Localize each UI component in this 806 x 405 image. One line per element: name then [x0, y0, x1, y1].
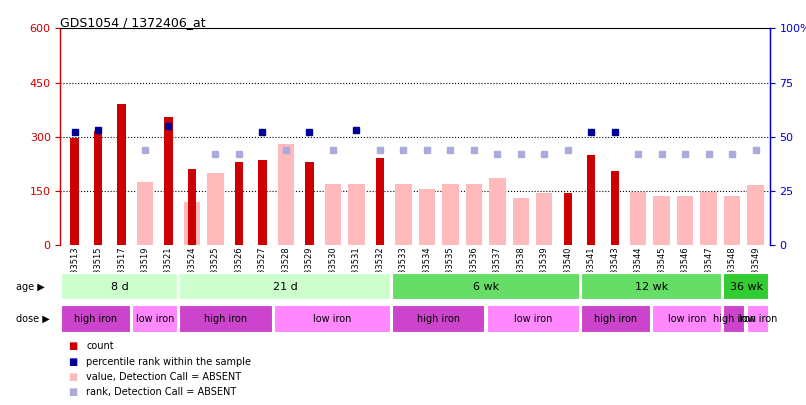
Bar [207, 173, 224, 245]
Bar [466, 183, 482, 245]
Text: rank, Detection Call = ABSENT: rank, Detection Call = ABSENT [86, 388, 236, 397]
Bar [94, 131, 102, 245]
Text: 12 wk: 12 wk [635, 281, 668, 292]
Text: high iron: high iron [713, 314, 756, 324]
Text: 8 d: 8 d [110, 281, 128, 292]
Bar [393, 305, 485, 333]
Bar [418, 189, 435, 245]
Bar [630, 192, 646, 245]
Text: ■: ■ [69, 388, 77, 397]
Bar [393, 273, 580, 300]
Text: high iron: high iron [74, 314, 118, 324]
Bar [700, 192, 717, 245]
Bar [235, 162, 243, 245]
Text: 6 wk: 6 wk [473, 281, 499, 292]
Bar [180, 305, 272, 333]
Bar [376, 158, 384, 245]
Text: low iron: low iron [668, 314, 706, 324]
Text: high iron: high iron [595, 314, 638, 324]
Bar [70, 139, 79, 245]
Bar [723, 273, 769, 300]
Bar [723, 305, 746, 333]
Text: high iron: high iron [418, 314, 460, 324]
Bar [587, 155, 596, 245]
Bar [581, 273, 721, 300]
Bar [325, 183, 341, 245]
Text: ■: ■ [69, 372, 77, 382]
Bar [61, 305, 131, 333]
Bar [536, 193, 552, 245]
Text: GDS1054 / 1372406_at: GDS1054 / 1372406_at [60, 16, 206, 29]
Bar [677, 196, 693, 245]
Bar [348, 183, 364, 245]
Bar [487, 305, 580, 333]
Text: 21 d: 21 d [272, 281, 297, 292]
Bar [513, 198, 529, 245]
Bar [278, 144, 294, 245]
Text: percentile rank within the sample: percentile rank within the sample [86, 357, 251, 367]
Bar [305, 162, 314, 245]
Text: count: count [86, 341, 114, 351]
Bar [652, 305, 721, 333]
Bar [395, 183, 412, 245]
Bar [611, 171, 619, 245]
Bar [258, 160, 267, 245]
Text: low iron: low iron [514, 314, 552, 324]
Bar [61, 273, 178, 300]
Text: low iron: low iron [136, 314, 174, 324]
Bar [581, 305, 650, 333]
Bar [724, 196, 741, 245]
Bar [132, 305, 178, 333]
Bar [654, 196, 670, 245]
Bar [188, 169, 196, 245]
Text: 36 wk: 36 wk [729, 281, 762, 292]
Bar [747, 305, 769, 333]
Bar [442, 183, 459, 245]
Text: low iron: low iron [314, 314, 351, 324]
Bar [274, 305, 391, 333]
Text: ■: ■ [69, 341, 77, 351]
Text: high iron: high iron [205, 314, 247, 324]
Bar [563, 193, 572, 245]
Text: age ▶: age ▶ [16, 281, 45, 292]
Bar [118, 104, 126, 245]
Bar [747, 185, 764, 245]
Bar [164, 117, 172, 245]
Bar [180, 273, 391, 300]
Text: value, Detection Call = ABSENT: value, Detection Call = ABSENT [86, 372, 241, 382]
Bar [137, 182, 153, 245]
Text: dose ▶: dose ▶ [16, 314, 50, 324]
Bar [184, 202, 200, 245]
Text: ■: ■ [69, 357, 77, 367]
Bar [489, 178, 505, 245]
Text: low iron: low iron [739, 314, 777, 324]
